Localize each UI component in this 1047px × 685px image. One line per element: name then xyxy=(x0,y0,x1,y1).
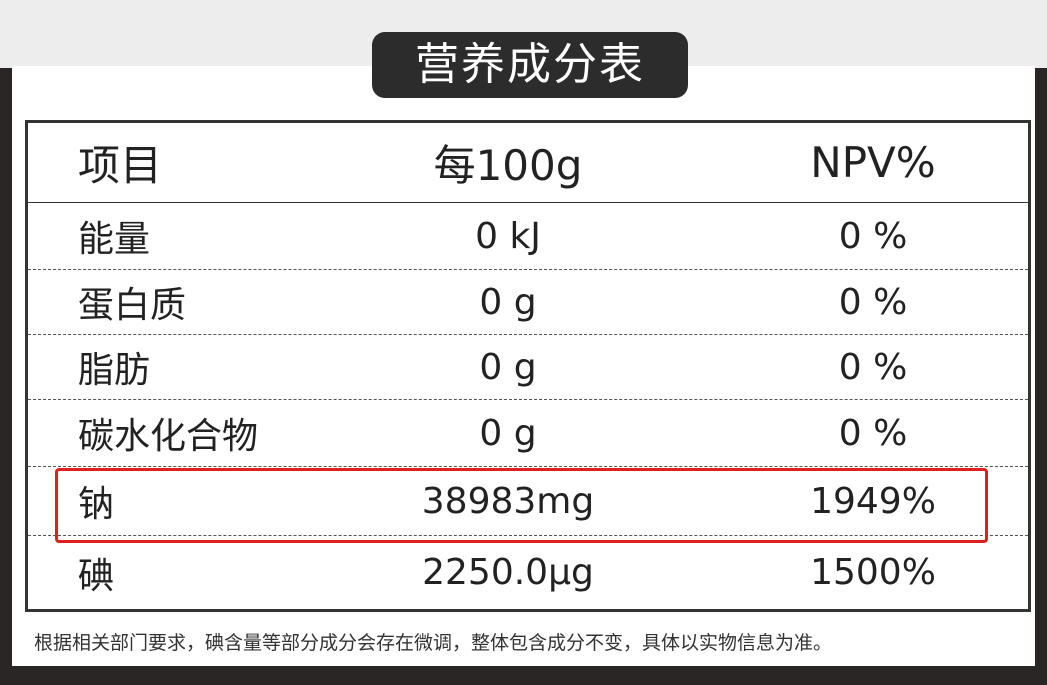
table-row: 蛋白质 0 g 0 % xyxy=(28,270,1028,335)
row-per100g: 0 kJ xyxy=(475,215,541,257)
row-item: 碳水化合物 xyxy=(78,416,259,457)
row-per100g: 0 g xyxy=(479,412,537,454)
row-per100g: 38983mg xyxy=(421,480,595,522)
row-item: 脂肪 xyxy=(78,350,151,391)
page-title: 营养成分表 xyxy=(372,32,688,98)
row-item: 钠 xyxy=(78,484,115,525)
nutrition-table: 项目 每100g NPV% 能量 0 kJ 0 % 蛋白质 0 g 0 % 脂肪… xyxy=(25,120,1031,612)
row-npv: 0 % xyxy=(838,281,908,323)
row-npv: 0 % xyxy=(838,215,908,257)
row-item: 蛋白质 xyxy=(78,285,187,326)
row-npv: 1500% xyxy=(810,552,936,593)
row-npv: 1949% xyxy=(810,480,936,522)
header-per100g: 每100g xyxy=(433,141,583,190)
table-header: 项目 每100g NPV% xyxy=(28,123,1028,203)
table-row: 碳水化合物 0 g 0 % xyxy=(28,400,1028,467)
table-row-highlighted: 钠 38983mg 1949% xyxy=(28,467,1028,536)
highlight-box xyxy=(55,468,988,543)
row-per100g: 0 g xyxy=(479,346,537,388)
row-npv: 0 % xyxy=(838,412,908,454)
header-npv: NPV% xyxy=(810,138,936,187)
footnote: 根据相关部门要求，碘含量等部分成分会存在微调，整体包含成分不变，具体以实物信息为… xyxy=(34,632,833,654)
row-item: 能量 xyxy=(78,219,151,260)
row-item: 碘 xyxy=(78,555,115,597)
row-per100g: 0 g xyxy=(479,281,537,323)
row-per100g: 2250.0μg xyxy=(422,552,594,593)
header-item: 项目 xyxy=(78,141,163,190)
table-row: 脂肪 0 g 0 % xyxy=(28,335,1028,400)
table-row: 能量 0 kJ 0 % xyxy=(28,203,1028,270)
row-npv: 0 % xyxy=(838,346,908,388)
table-row: 碘 2250.0μg 1500% xyxy=(28,536,1028,609)
